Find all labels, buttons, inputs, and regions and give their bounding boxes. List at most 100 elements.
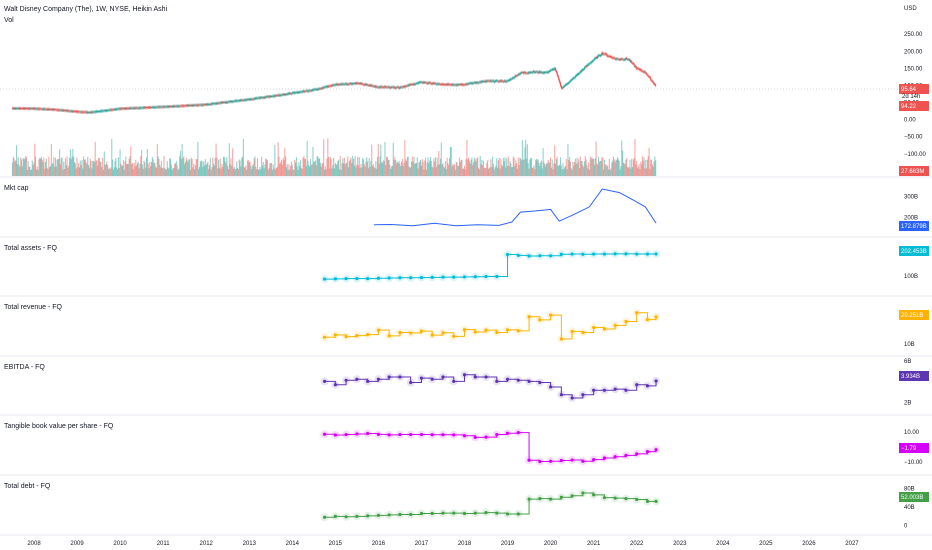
volume-bar [575,163,577,176]
volume-bar [450,146,452,176]
candle-body [514,75,516,78]
candle-body [145,107,147,109]
volume-bar [598,156,600,176]
volume-bar [53,157,55,176]
volume-bar [637,166,639,176]
candle-body [216,103,218,104]
volume-bar [231,165,233,176]
volume-bar [551,159,553,176]
volume-bar [553,163,555,176]
volume-bar [648,147,650,176]
candle-body [305,90,307,92]
volume-bar [562,163,564,176]
volume-bar [598,162,600,176]
candle-body [594,58,596,59]
candle-body [155,106,157,108]
data-point [462,373,467,377]
candle-body [379,87,381,88]
volume-bar [527,162,529,176]
candle-body [250,98,252,100]
data-point [516,329,520,333]
candle-body [40,108,42,110]
volume-bar [436,157,438,176]
candle-body [187,105,189,106]
volume-bar [117,169,119,176]
volume-bar [338,159,340,176]
candle-body [382,87,384,88]
candle-body [203,104,206,106]
volume-bar [588,169,591,176]
candle-body [410,84,412,86]
volume-bar [176,165,178,176]
price-axis-tick: 200.00 [904,49,923,55]
candle-body [227,101,229,103]
price-axis-tick: 0.00 [904,118,916,124]
candle-body [458,84,461,85]
volume-bar [11,162,13,176]
candle-body [184,105,186,107]
volume-bar [83,156,85,176]
candle-body [143,107,145,109]
volume-bar [594,158,596,176]
price-pane[interactable]: 250.00200.00150.00100.0050.000.00−50.00−… [0,32,929,158]
volume-bar [119,149,121,176]
data-point [635,311,639,315]
volume-bar [14,161,16,176]
volume-bar [463,168,465,176]
candle-body [319,88,322,90]
volume-bar [193,163,195,176]
volume-bar [18,164,20,176]
volume-bar [328,156,330,176]
volume-bar [540,160,542,176]
volume-bar [183,156,185,176]
volume-bar [261,156,263,176]
volume-bar [225,162,227,176]
candle-body [506,80,509,82]
candle-body [20,108,22,109]
volume-bar [56,159,58,176]
candle-body [405,85,408,87]
volume-bar [473,157,475,176]
volume-bar [165,169,167,176]
candle-body [459,84,461,86]
candle-body [651,80,654,82]
candle-body [309,90,312,92]
candle-body [45,108,48,110]
data-point [505,252,510,257]
volume-bar [535,159,537,176]
volume-bar [461,159,463,176]
volume-bar [512,156,514,176]
candle-body [131,107,134,109]
volume-bar [227,169,230,176]
candle-body [433,82,435,84]
candle-body [602,52,604,55]
volume-bar [127,163,129,176]
volume-bar [625,159,627,176]
volume-bar [528,168,530,176]
candle-body [30,108,32,109]
volume-bar [61,157,63,176]
volume-bar [636,168,639,176]
volume-bar [161,167,163,176]
volume-bar [188,159,190,176]
candle-body [141,107,143,109]
candle-body [404,86,406,88]
candle-body [287,93,289,95]
volume-bar [558,165,560,176]
candle-body [581,69,583,72]
candle-body [146,107,149,108]
volume-bar [572,161,574,176]
candle-body [124,108,126,109]
candle-body [249,98,251,100]
candle-body [348,83,351,85]
candle-body [484,80,486,82]
time-axis[interactable]: 2008 2009 2010 2011 2012 2013 2014 2015 2016 2017… [0,534,932,547]
volume-bar [596,163,598,176]
volume-bar [523,159,525,176]
volume-bar [651,164,653,176]
volume-bar [177,169,179,176]
candle-body [449,84,452,86]
volume-bar [478,169,480,176]
volume-bar [291,164,293,176]
candle-body [626,58,629,60]
